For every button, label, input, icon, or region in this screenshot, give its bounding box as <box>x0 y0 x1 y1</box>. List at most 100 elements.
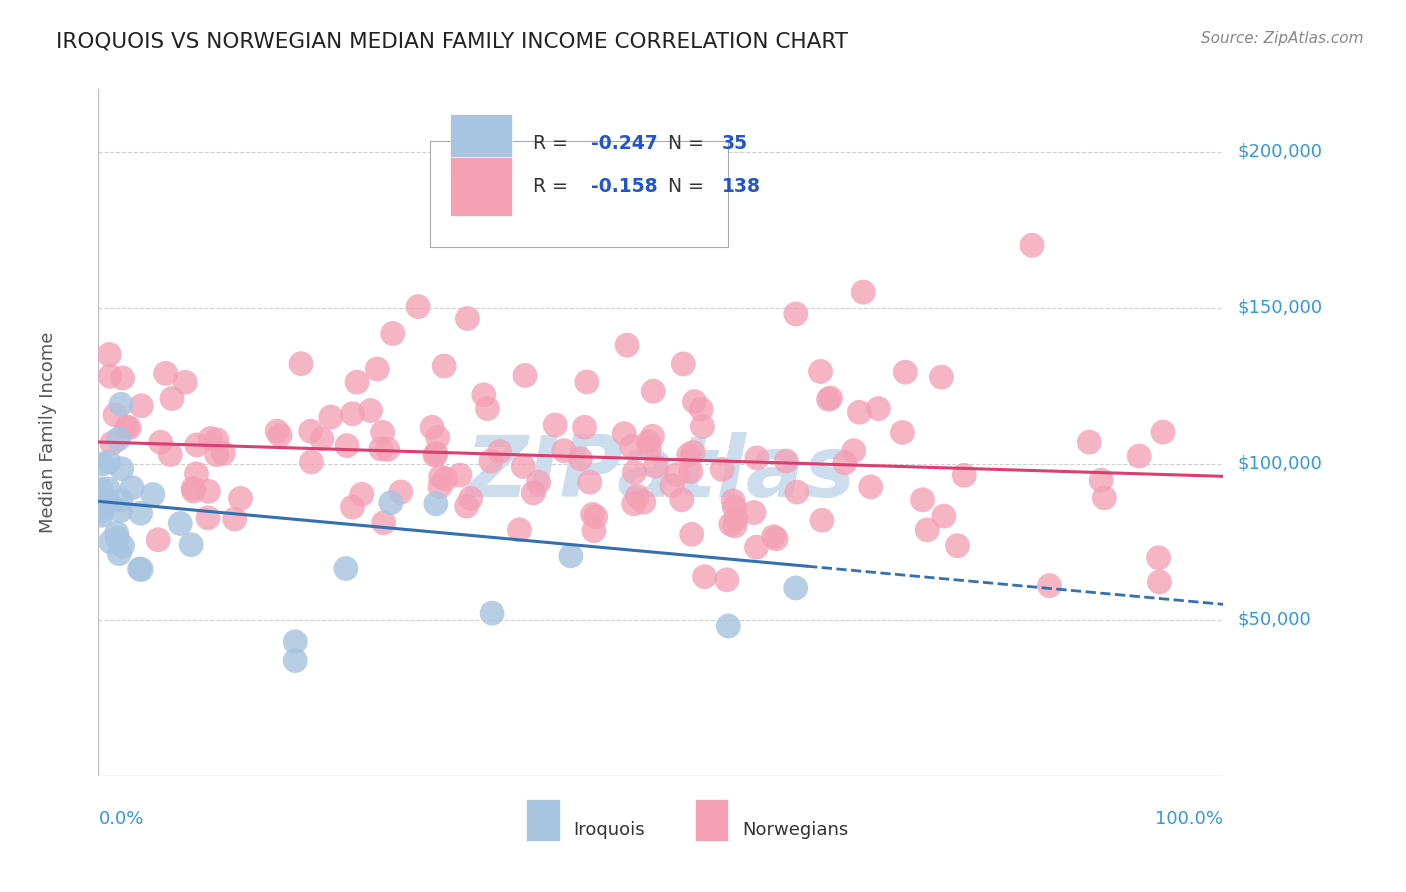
Point <box>775 454 797 468</box>
Point <box>105 532 128 546</box>
Point <box>585 509 607 524</box>
Point <box>284 635 307 649</box>
Point <box>186 438 208 452</box>
Point <box>460 491 482 506</box>
Text: $100,000: $100,000 <box>1237 455 1323 473</box>
Point <box>1147 550 1170 565</box>
Point <box>711 462 734 476</box>
FancyBboxPatch shape <box>695 799 728 841</box>
Point <box>429 470 451 484</box>
Point <box>931 370 953 384</box>
Point <box>724 519 747 533</box>
Point <box>1149 574 1171 589</box>
Point <box>683 394 706 409</box>
Point <box>159 448 181 462</box>
Point <box>380 496 402 510</box>
Point <box>911 492 934 507</box>
Point <box>346 375 368 389</box>
Point <box>129 506 152 520</box>
Point <box>434 472 457 486</box>
Point <box>522 486 544 500</box>
Point <box>105 526 128 541</box>
Point <box>633 495 655 509</box>
Point <box>174 376 197 390</box>
Point <box>894 365 917 379</box>
Point <box>717 619 740 633</box>
Point <box>623 465 645 479</box>
Point <box>508 523 530 537</box>
Point <box>420 420 443 434</box>
Point <box>299 424 322 438</box>
Point <box>690 402 713 417</box>
Point <box>574 420 596 434</box>
Point <box>626 489 648 503</box>
Point <box>319 409 342 424</box>
Point <box>129 562 152 576</box>
Point <box>96 492 118 507</box>
Point <box>110 397 132 411</box>
Point <box>637 435 659 450</box>
Point <box>477 401 499 416</box>
Point <box>425 446 447 460</box>
Text: N =: N = <box>668 135 710 153</box>
Point <box>785 307 807 321</box>
Point <box>765 532 787 546</box>
Point <box>472 388 495 402</box>
Point <box>108 547 131 561</box>
Point <box>111 539 134 553</box>
Text: Iroquois: Iroquois <box>574 822 645 839</box>
Point <box>350 487 373 501</box>
Point <box>479 454 502 468</box>
Point <box>370 442 392 456</box>
Point <box>186 467 208 481</box>
Point <box>724 511 747 525</box>
Point <box>115 420 138 434</box>
Point <box>641 429 664 443</box>
Point <box>953 468 976 483</box>
Point <box>512 459 534 474</box>
Point <box>426 430 449 444</box>
Point <box>342 407 364 421</box>
Point <box>423 448 446 462</box>
Point <box>820 391 842 405</box>
Point <box>181 481 204 495</box>
Point <box>110 493 132 508</box>
Point <box>266 424 288 438</box>
Point <box>389 485 412 500</box>
Point <box>672 357 695 371</box>
Point <box>842 443 865 458</box>
Text: $200,000: $200,000 <box>1237 143 1323 161</box>
Text: 100.0%: 100.0% <box>1156 810 1223 829</box>
Point <box>429 480 451 494</box>
Point <box>868 401 890 416</box>
FancyBboxPatch shape <box>450 114 512 174</box>
Point <box>817 392 839 407</box>
Point <box>1152 425 1174 439</box>
Point <box>785 581 807 595</box>
Point <box>623 497 645 511</box>
Point <box>544 417 567 432</box>
Point <box>723 500 745 514</box>
Point <box>616 338 638 352</box>
Point <box>97 455 120 469</box>
Point <box>197 484 219 499</box>
Text: $150,000: $150,000 <box>1237 299 1323 317</box>
Point <box>834 456 856 470</box>
Text: IROQUOIS VS NORWEGIAN MEDIAN FAMILY INCOME CORRELATION CHART: IROQUOIS VS NORWEGIAN MEDIAN FAMILY INCO… <box>56 31 848 51</box>
Text: Median Family Income: Median Family Income <box>39 332 56 533</box>
Point <box>682 445 704 459</box>
Point <box>932 509 955 524</box>
Point <box>197 510 219 524</box>
Text: -0.158: -0.158 <box>591 177 658 196</box>
Point <box>721 494 744 508</box>
Point <box>811 513 834 527</box>
Point <box>121 481 143 495</box>
Text: R =: R = <box>533 177 574 196</box>
Point <box>1021 238 1043 252</box>
Point <box>100 534 122 549</box>
Point <box>91 503 114 517</box>
Point <box>290 357 312 371</box>
Point <box>449 468 471 483</box>
Point <box>742 506 765 520</box>
Point <box>671 492 693 507</box>
